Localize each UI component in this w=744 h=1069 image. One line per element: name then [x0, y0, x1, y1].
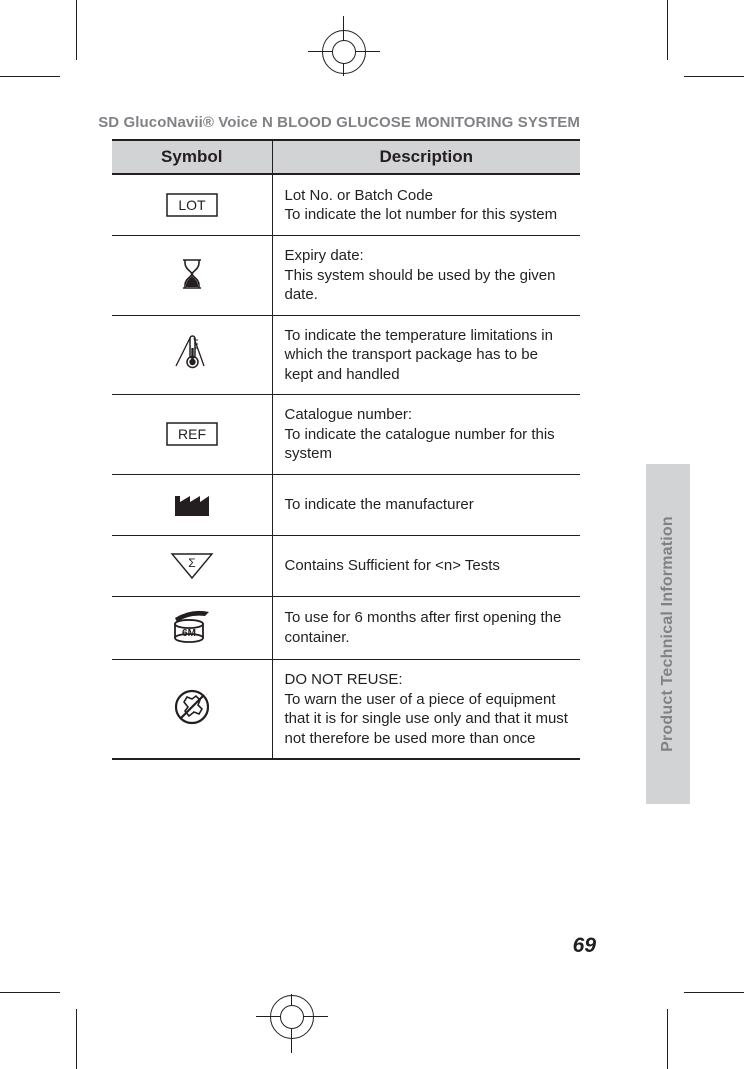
- thermometer-icon: [174, 332, 210, 372]
- table-row: To indicate the manufacturer: [112, 474, 580, 535]
- section-tab: Product Technical Information: [646, 464, 690, 804]
- registration-mark-top: [322, 30, 366, 74]
- table-row: 6M To use for 6 months after first openi…: [112, 596, 580, 660]
- table-row: REF Catalogue number:To indicate the cat…: [112, 395, 580, 475]
- section-tab-label: Product Technical Information: [659, 516, 677, 752]
- table-row: DO NOT REUSE:To warn the user of a piece…: [112, 660, 580, 760]
- hourglass-icon: [179, 254, 205, 294]
- row-desc: To use for 6 months after first opening …: [272, 596, 580, 660]
- page-number: 69: [573, 934, 596, 958]
- row-desc: To indicate the temperature limitations …: [272, 315, 580, 395]
- col-description-header: Description: [272, 140, 580, 174]
- page-header: SD GlucoNavii® Voice N BLOOD GLUCOSE MON…: [76, 76, 668, 139]
- jar-6m-icon: 6M: [171, 607, 213, 647]
- col-symbol-header: Symbol: [112, 140, 272, 174]
- page: SD GlucoNavii® Voice N BLOOD GLUCOSE MON…: [76, 76, 668, 994]
- table-row: To indicate the temperature limitations …: [112, 315, 580, 395]
- row-desc: Lot No. or Batch CodeTo indicate the lot…: [272, 174, 580, 236]
- factory-icon: [173, 485, 211, 525]
- table-row: Σ Contains Sufficient for <n> Tests: [112, 535, 580, 596]
- row-desc: To indicate the manufacturer: [272, 474, 580, 535]
- svg-text:REF: REF: [178, 426, 206, 442]
- row-desc: Catalogue number:To indicate the catalog…: [272, 395, 580, 475]
- symbols-table: Symbol Description LOT Lot No. or Batch …: [112, 139, 580, 760]
- lot-icon: LOT: [166, 185, 218, 225]
- svg-text:6M: 6M: [182, 628, 196, 639]
- row-desc: DO NOT REUSE:To warn the user of a piece…: [272, 660, 580, 760]
- table-row: LOT Lot No. or Batch CodeTo indicate the…: [112, 174, 580, 236]
- registration-mark-bottom: [270, 995, 314, 1039]
- row-desc: Expiry date:This system should be used b…: [272, 236, 580, 316]
- ref-icon: REF: [166, 414, 218, 454]
- table-row: Expiry date:This system should be used b…: [112, 236, 580, 316]
- svg-text:Σ: Σ: [188, 556, 195, 570]
- no-reuse-icon: [173, 687, 211, 727]
- svg-text:LOT: LOT: [178, 197, 206, 213]
- row-desc: Contains Sufficient for <n> Tests: [272, 535, 580, 596]
- sigma-icon: Σ: [170, 546, 214, 586]
